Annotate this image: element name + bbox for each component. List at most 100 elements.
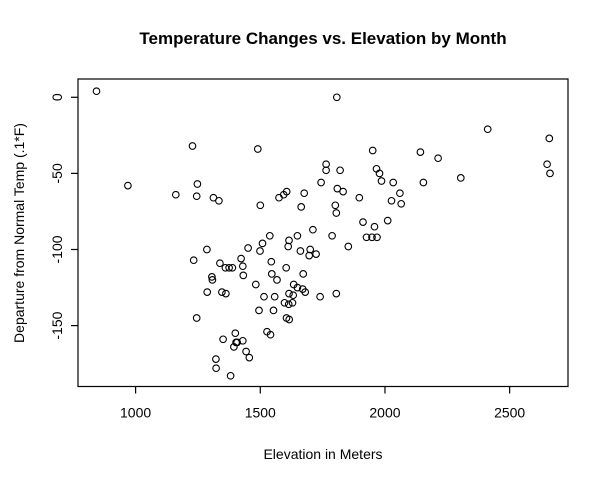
- data-point: [245, 353, 254, 362]
- data-point: [546, 169, 554, 178]
- data-point: [284, 300, 293, 309]
- data-point: [215, 196, 223, 205]
- data-point: [336, 166, 344, 175]
- y-tick-label: 0: [49, 93, 65, 101]
- data-point: [370, 222, 379, 231]
- y-tick-label: -150: [49, 311, 65, 339]
- data-point: [237, 254, 245, 263]
- data-point: [270, 292, 279, 301]
- data-point: [228, 263, 237, 272]
- data-point: [316, 292, 324, 301]
- data-point: [239, 271, 248, 280]
- data-point: [256, 247, 264, 255]
- x-axis-ticks: 1000 1500 2000 2500: [120, 386, 525, 421]
- data-point: [332, 209, 341, 217]
- data-point: [203, 288, 212, 296]
- data-point: [212, 364, 220, 373]
- data-point: [297, 203, 306, 211]
- data-point: [203, 245, 211, 254]
- data-point: [397, 199, 406, 208]
- data-point: [192, 192, 201, 201]
- data-point: [383, 216, 392, 225]
- data-point: [238, 262, 247, 271]
- data-point: [189, 256, 198, 265]
- data-point: [282, 263, 291, 272]
- y-axis-label: Departure from Normal Temp (.1*F): [11, 123, 27, 343]
- data-point: [332, 93, 341, 102]
- data-point: [285, 315, 294, 324]
- data-point: [328, 231, 336, 240]
- y-tick-label: -50: [49, 163, 65, 183]
- data-point: [192, 314, 201, 322]
- data-point: [344, 242, 353, 251]
- data-point: [545, 134, 554, 143]
- data-point: [368, 146, 377, 155]
- data-point: [362, 233, 371, 242]
- x-axis-label: Elevation in Meters: [263, 446, 382, 462]
- data-point: [396, 189, 404, 198]
- data-point: [216, 259, 224, 268]
- data-point: [289, 291, 298, 300]
- data-point: [208, 273, 216, 281]
- data-point: [231, 329, 240, 338]
- data-point: [230, 343, 238, 351]
- data-point: [267, 270, 276, 278]
- data-point: [269, 306, 278, 315]
- data-point: [212, 355, 220, 363]
- data-point: [242, 347, 250, 356]
- data-point: [253, 145, 262, 153]
- x-tick-label: 2500: [494, 405, 525, 421]
- data-point: [208, 276, 217, 284]
- data-point: [218, 288, 226, 296]
- data-point: [188, 142, 197, 150]
- data-point: [244, 244, 252, 252]
- y-axis-ticks: 0 -50 -100 -150: [49, 93, 78, 340]
- data-point: [288, 298, 297, 307]
- data-point: [332, 289, 341, 298]
- data-point: [300, 189, 309, 198]
- data-point: [232, 338, 240, 347]
- data-point: [456, 174, 465, 182]
- data-point: [296, 247, 305, 255]
- data-point: [434, 154, 442, 163]
- data-point: [333, 184, 342, 193]
- data-point: [483, 125, 492, 134]
- data-point: [309, 225, 317, 234]
- data-point: [193, 180, 202, 188]
- data-point: [255, 306, 263, 315]
- data-point: [317, 178, 325, 187]
- data-point: [256, 201, 265, 210]
- data-point: [377, 177, 386, 185]
- data-point: [171, 190, 180, 199]
- data-point: [312, 250, 320, 258]
- data-point: [339, 187, 347, 196]
- data-point: [222, 289, 230, 298]
- data-point: [260, 292, 268, 301]
- data-point: [301, 288, 310, 296]
- x-tick-label: 2000: [369, 405, 400, 421]
- data-point: [284, 242, 293, 251]
- data-point: [543, 160, 551, 169]
- data-point: [251, 280, 260, 289]
- data-point: [124, 181, 132, 190]
- data-point: [355, 193, 364, 202]
- data-point: [416, 148, 425, 156]
- data-point: [280, 298, 289, 307]
- data-points: [92, 87, 554, 380]
- data-point: [389, 178, 398, 187]
- data-point: [258, 239, 267, 248]
- data-point: [92, 87, 101, 96]
- data-point: [219, 335, 227, 344]
- data-point: [265, 231, 274, 240]
- data-point: [266, 330, 275, 339]
- data-point: [305, 251, 314, 260]
- data-point: [419, 178, 428, 187]
- data-point: [299, 270, 308, 278]
- data-point: [226, 371, 235, 380]
- x-tick-label: 1000: [120, 405, 151, 421]
- data-point: [331, 201, 340, 210]
- data-point: [387, 196, 396, 205]
- data-point: [322, 166, 330, 175]
- data-point: [285, 236, 293, 245]
